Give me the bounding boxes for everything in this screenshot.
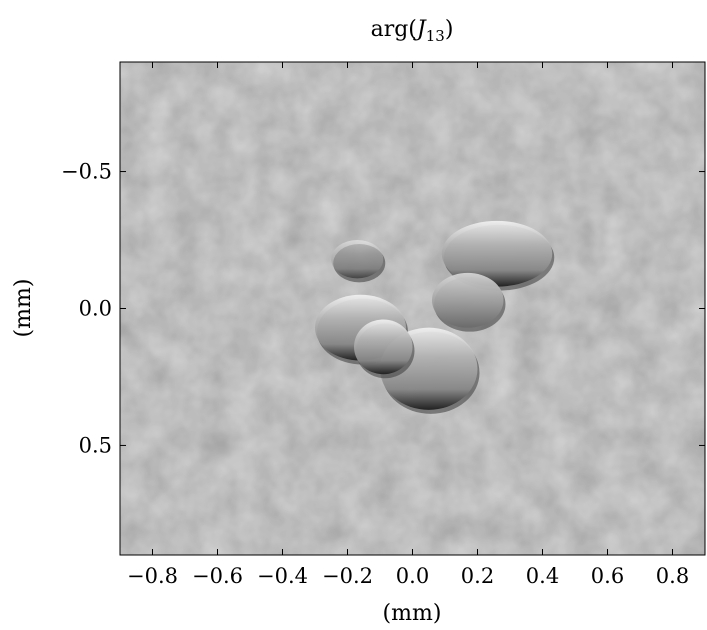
plot-title: arg(J13) [371, 17, 454, 45]
x-tick-label: 0.8 [656, 564, 689, 588]
title-base: arg( [371, 17, 417, 42]
x-axis-title: (mm) [383, 601, 442, 626]
x-tick-label: 0.6 [591, 564, 624, 588]
feature-blob [441, 220, 553, 287]
x-tick-label: −0.6 [192, 564, 243, 588]
x-tick-label: −0.4 [257, 564, 308, 588]
x-tick-label: 0.0 [396, 564, 429, 588]
x-axis: −0.8 −0.6 −0.4 −0.2 0.0 0.2 0.4 0.6 0.8 [127, 62, 689, 588]
y-tick-label: 0.5 [79, 433, 112, 457]
title-close: ) [445, 17, 454, 42]
feature-blob [354, 319, 413, 375]
x-tick-label: 0.4 [526, 564, 559, 588]
heatmap-noise [120, 62, 705, 555]
y-tick-label: −0.5 [61, 160, 112, 184]
x-tick-label: 0.2 [461, 564, 494, 588]
y-tick-label: 0.0 [79, 297, 112, 321]
y-axis: −0.5 0.0 0.5 [61, 160, 705, 457]
title-subscript: 13 [426, 27, 445, 45]
x-tick-label: −0.2 [322, 564, 373, 588]
feature-blob [432, 272, 504, 328]
title-symbol: J [413, 17, 427, 42]
y-axis-title: (mm) [11, 279, 36, 338]
feature-blob [331, 240, 384, 279]
heatmap-features [315, 220, 555, 414]
x-tick-label: −0.8 [127, 564, 178, 588]
plot-area [120, 62, 705, 555]
